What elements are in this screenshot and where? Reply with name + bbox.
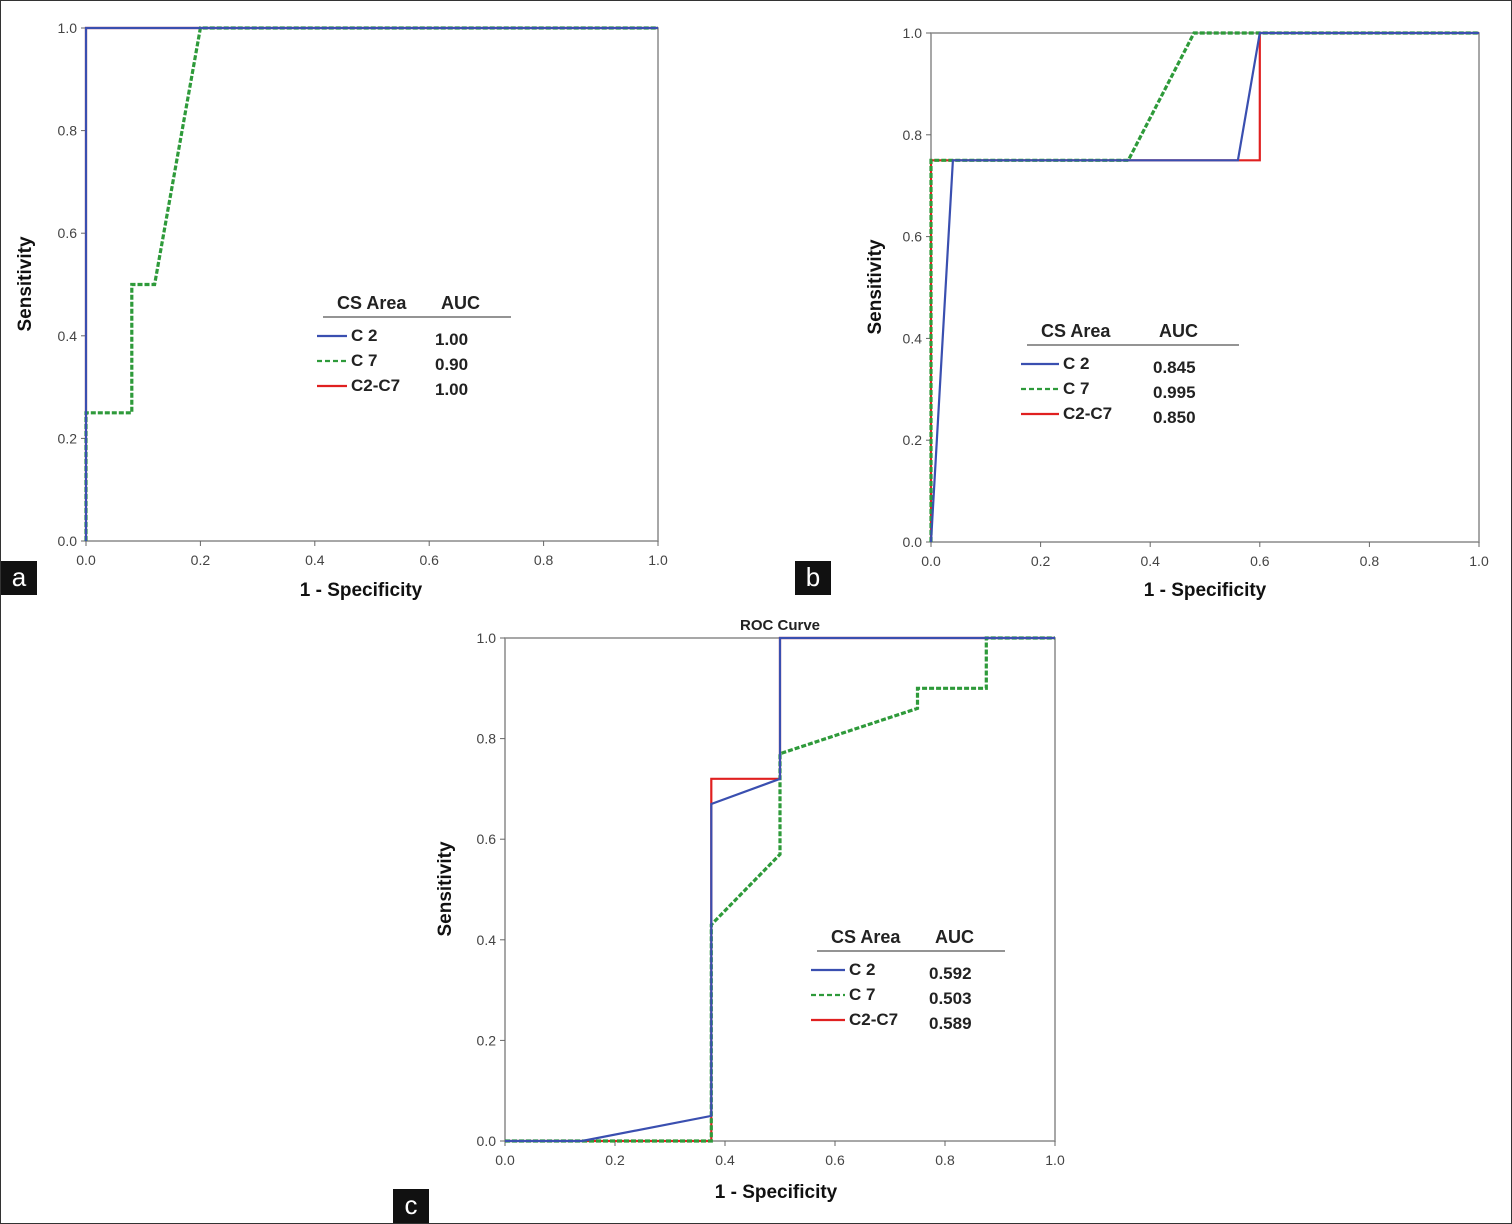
y-tick-label-c: 0.0: [477, 1133, 497, 1149]
legend-header-name-a: CS Area: [337, 293, 407, 313]
y-tick-label-a: 0.8: [58, 123, 78, 139]
x-tick-label-a: 0.4: [305, 552, 325, 568]
x-tick-label-c: 0.8: [935, 1152, 955, 1168]
series-line-b-c2: [929, 31, 1479, 543]
legend-label-c: C 7: [849, 985, 875, 1004]
legend-auc-a: 0.90: [435, 355, 468, 374]
y-tick-label-b: 1.0: [903, 25, 923, 41]
chart-title-c: ROC Curve: [740, 617, 820, 634]
x-tick-label-c: 0.0: [495, 1152, 515, 1168]
panel-label-b: b: [795, 561, 831, 595]
legend-label-a: C 2: [351, 326, 377, 345]
x-tick-label-a: 1.0: [648, 552, 668, 568]
legend-label-c: C2-C7: [849, 1010, 898, 1029]
y-axis-label-b: Sensitivity: [865, 239, 886, 334]
y-tick-label-c: 0.8: [477, 731, 497, 747]
series-line-b-c7: [929, 31, 1479, 542]
y-tick-label-a: 1.0: [58, 20, 78, 36]
legend-header-auc-a: AUC: [441, 293, 480, 313]
legend-auc-b: 0.850: [1153, 408, 1196, 427]
x-tick-label-b: 0.0: [921, 553, 941, 569]
x-tick-label-b: 0.4: [1140, 553, 1160, 569]
series-line-c-c7: [505, 636, 1055, 1143]
series-line-a-c2: [84, 26, 658, 541]
x-tick-label-c: 1.0: [1045, 1152, 1065, 1168]
legend-label-b: C2-C7: [1063, 404, 1112, 423]
legend-auc-c: 0.589: [929, 1014, 972, 1033]
y-tick-label-b: 0.4: [903, 330, 923, 346]
legend-label-a: C 7: [351, 351, 377, 370]
y-tick-label-c: 0.6: [477, 831, 497, 847]
roc-panel-a: 0.0 0.2 0.4 0.6 0.8 1.0 0.0 0.2 0.4 0.6 0.8 1.0 1 - …: [15, 20, 668, 601]
y-tick-label-a: 0.4: [58, 328, 78, 344]
y-tick-label-c: 0.2: [477, 1032, 497, 1048]
y-tick-label-b: 0.2: [903, 432, 923, 448]
series-line-a-c7: [84, 26, 658, 541]
y-tick-label-b: 0.8: [903, 127, 923, 143]
y-tick-label-b: 0.0: [903, 534, 923, 550]
y-tick-label-c: 1.0: [477, 630, 497, 646]
legend-header-auc-c: AUC: [935, 927, 974, 947]
legend-auc-c: 0.592: [929, 964, 972, 983]
legend-auc-a: 1.00: [435, 380, 468, 399]
roc-panel-b: 0.0 0.2 0.4 0.6 0.8 1.0 0.0 0.2 0.4 0.6 0.8 1.0 1 - …: [865, 25, 1489, 601]
x-tick-label-b: 0.8: [1360, 553, 1380, 569]
x-tick-label-a: 0.2: [191, 552, 211, 568]
y-tick-label-c: 0.4: [477, 932, 497, 948]
y-tick-label-b: 0.6: [903, 229, 923, 245]
legend-label-a: C2-C7: [351, 376, 400, 395]
x-tick-label-b: 0.6: [1250, 553, 1270, 569]
legend-auc-c: 0.503: [929, 989, 972, 1008]
panel-label-a: a: [1, 561, 37, 595]
y-tick-label-a: 0.0: [58, 533, 78, 549]
legend-header-name-b: CS Area: [1041, 321, 1111, 341]
y-axis-label-a: Sensitivity: [15, 236, 36, 331]
x-tick-label-a: 0.0: [76, 552, 96, 568]
y-axis-label-c: Sensitivity: [435, 841, 456, 936]
series-line-b-c2-c7: [929, 31, 1479, 542]
x-axis-label-b: 1 - Specificity: [1144, 580, 1267, 601]
legend-header-auc-b: AUC: [1159, 321, 1198, 341]
panel-label-c: c: [393, 1189, 429, 1223]
x-axis-label-a: 1 - Specificity: [300, 580, 423, 601]
series-line-a-c2-c7: [84, 26, 658, 541]
legend-label-b: C 7: [1063, 379, 1089, 398]
x-tick-label-c: 0.4: [715, 1152, 735, 1168]
plot-frame-b: [930, 32, 1480, 543]
x-tick-label-a: 0.8: [534, 552, 554, 568]
legend-auc-b: 0.995: [1153, 383, 1196, 402]
series-line-c-c2: [505, 636, 1055, 1143]
legend-header-name-c: CS Area: [831, 927, 901, 947]
legend-label-b: C 2: [1063, 354, 1089, 373]
plot-frame-a: [85, 27, 659, 542]
x-tick-label-b: 1.0: [1469, 553, 1489, 569]
legend-auc-a: 1.00: [435, 330, 468, 349]
x-tick-label-c: 0.2: [605, 1152, 625, 1168]
x-axis-label-c: 1 - Specificity: [715, 1182, 838, 1203]
x-tick-label-b: 0.2: [1031, 553, 1051, 569]
roc-panel-c: ROC Curve 0.0 0.2 0.4 0.6 0.8 1.0 0.0 0.2 0.4 0.6 0…: [435, 617, 1065, 1203]
legend-label-c: C 2: [849, 960, 875, 979]
x-tick-label-a: 0.6: [419, 552, 439, 568]
y-tick-label-a: 0.6: [58, 225, 78, 241]
x-tick-label-c: 0.6: [825, 1152, 845, 1168]
legend-auc-b: 0.845: [1153, 358, 1196, 377]
y-tick-label-a: 0.2: [58, 430, 78, 446]
